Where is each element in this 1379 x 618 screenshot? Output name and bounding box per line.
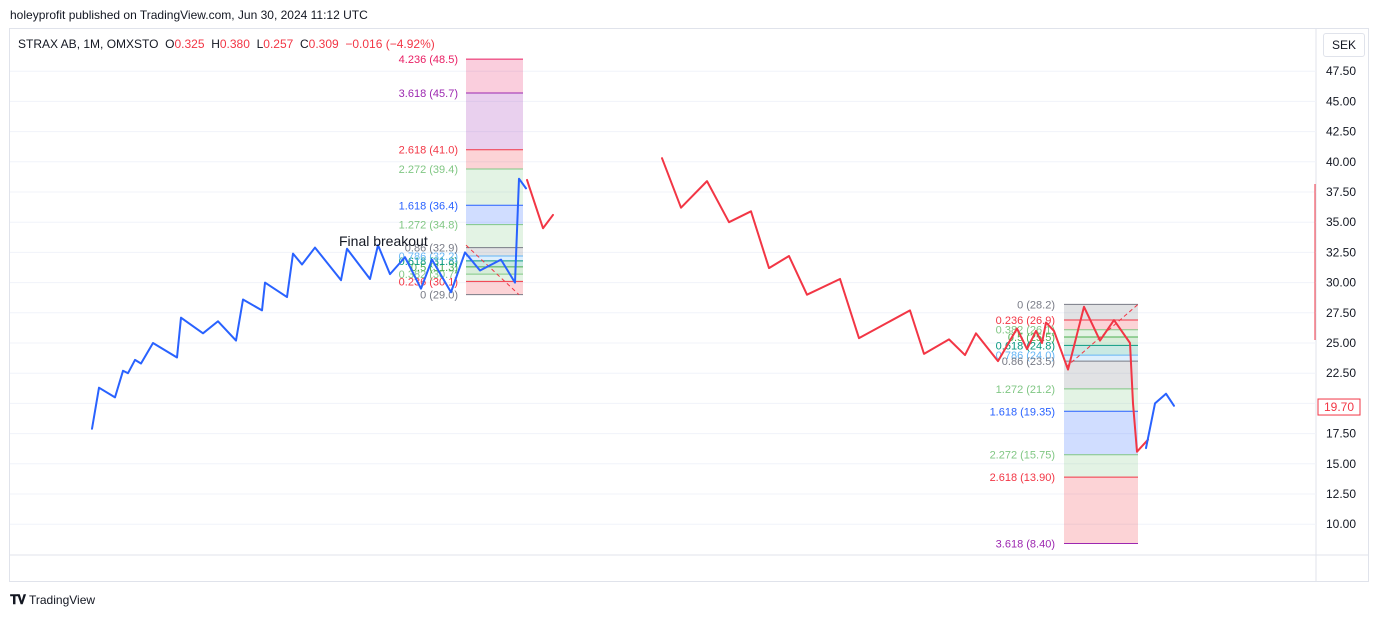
low-value: 0.257 <box>263 37 294 51</box>
last-price-badge <box>1317 398 1361 416</box>
y-tick-label: 47.50 <box>1326 64 1356 78</box>
fib-level-label: 0.86 (32.9) <box>405 243 458 255</box>
fib-level-label: 0.236 (26.9) <box>996 315 1055 327</box>
fib-level-label: 0.86 (23.5) <box>1002 356 1055 368</box>
fib-zone <box>466 274 523 282</box>
y-tick-label: 25.00 <box>1326 336 1356 350</box>
y-tick-label: 42.50 <box>1326 125 1356 139</box>
fib-level-label: 1.618 (36.4) <box>399 200 458 212</box>
fib-level-label: 1.272 (34.8) <box>399 220 458 232</box>
publish-info: holeyprofit published on TradingView.com… <box>10 8 368 22</box>
symbol-name: STRAX AB, 1M, OMXSTO <box>18 37 159 51</box>
y-tick-label: 30.00 <box>1326 276 1356 290</box>
fib-level-label: 2.618 (41.0) <box>399 145 458 157</box>
tradingview-logo-icon: 𝐓𝐕 <box>10 592 26 607</box>
fib-zone <box>1064 388 1138 412</box>
y-tick-label: 10.00 <box>1326 517 1356 531</box>
close-value: 0.309 <box>308 37 339 51</box>
fib-zone <box>1064 329 1138 337</box>
y-tick-label: 22.50 <box>1326 366 1356 380</box>
fib-level-label: 0.786 (24.0) <box>996 350 1055 362</box>
fib-zone <box>466 256 523 261</box>
fib-level-label: 0 (28.2) <box>1017 299 1055 311</box>
open-value: 0.325 <box>174 37 205 51</box>
last-price-label: 19.70 <box>1324 400 1354 414</box>
y-tick-label: 27.50 <box>1326 306 1356 320</box>
chart-frame <box>9 28 1369 582</box>
fib-level-label: 0 (29.0) <box>420 290 458 302</box>
y-tick-label: 32.50 <box>1326 245 1356 259</box>
symbol-legend: STRAX AB, 1M, OMXSTO O0.325 H0.380 L0.25… <box>18 37 435 51</box>
fib-extensions: 0 (29.0)0.236 (30.1)0.382 (30.7)0.5 (31.… <box>399 54 1139 551</box>
fib-level-label: 3.618 (8.40) <box>996 539 1055 551</box>
footer-brand[interactable]: 𝐓𝐕 TradingView <box>10 592 95 608</box>
fib-level-label: 1.272 (21.2) <box>996 384 1055 396</box>
fib-level-label: 0.786 (32.2) <box>399 251 458 263</box>
fib-zone <box>466 169 523 206</box>
fib-zone <box>1064 411 1138 455</box>
y-tick-label: 45.00 <box>1326 94 1356 108</box>
fib-zone <box>466 92 523 150</box>
close-label: C <box>299 37 309 51</box>
fib-zone <box>1064 477 1138 544</box>
y-tick-label: 40.00 <box>1326 155 1356 169</box>
y-tick-label: 37.50 <box>1326 185 1356 199</box>
price-line <box>661 157 1149 453</box>
y-tick-label: 15.00 <box>1326 457 1356 471</box>
fib-zone <box>466 149 523 170</box>
fib-level-label: 4.236 (48.5) <box>399 54 458 66</box>
fib-trend-line <box>1065 303 1139 368</box>
fib-zone <box>466 224 523 248</box>
fib-level-label: 2.272 (39.4) <box>399 164 458 176</box>
fib-level-label: 2.618 (13.90) <box>990 472 1055 484</box>
fib-level-label: 2.272 (15.75) <box>990 450 1055 462</box>
low-label: L <box>256 37 264 51</box>
fib-zone <box>1064 336 1138 346</box>
price-line <box>1145 392 1175 450</box>
change-value: −0.016 (−4.92%) <box>345 37 435 51</box>
fib-trend-line <box>465 244 520 296</box>
fib-zone <box>466 59 523 93</box>
price-axis: 10.00 12.50 15.00 17.50 22.50 25.00 27.50 30.00… <box>1314 64 1361 531</box>
fib-zone <box>1064 345 1138 356</box>
fib-level-label: 0.382 (26.1) <box>996 325 1055 337</box>
fib-level-label: 1.618 (19.35) <box>990 406 1055 418</box>
price-line <box>526 178 554 230</box>
currency-button[interactable]: SEK <box>1323 33 1365 57</box>
brand-name: TradingView <box>29 593 96 607</box>
final-breakout-annotation: Final breakout <box>339 233 428 249</box>
fib-zone <box>1064 454 1138 478</box>
price-line <box>91 177 527 430</box>
fib-level-label: 3.618 (45.7) <box>399 88 458 100</box>
open-label: O <box>165 37 175 51</box>
fib-zone <box>1064 355 1138 362</box>
fib-zone <box>466 205 523 225</box>
high-value: 0.380 <box>219 37 250 51</box>
fib-zone <box>466 247 523 257</box>
fib-zone <box>1064 361 1138 389</box>
fib-level-label: 0.5 (31.3) <box>411 262 458 274</box>
price-lines <box>91 157 1175 453</box>
y-tick-label: 17.50 <box>1326 427 1356 441</box>
y-tick-label: 35.00 <box>1326 215 1356 229</box>
grid-lines <box>10 29 1368 581</box>
fib-zone <box>1064 304 1138 321</box>
fib-zone <box>1064 320 1138 330</box>
y-tick-label: 12.50 <box>1326 487 1356 501</box>
high-label: H <box>211 37 220 51</box>
fib-level-label: 0.618 (31.8) <box>399 256 458 268</box>
fib-zone <box>466 266 523 275</box>
